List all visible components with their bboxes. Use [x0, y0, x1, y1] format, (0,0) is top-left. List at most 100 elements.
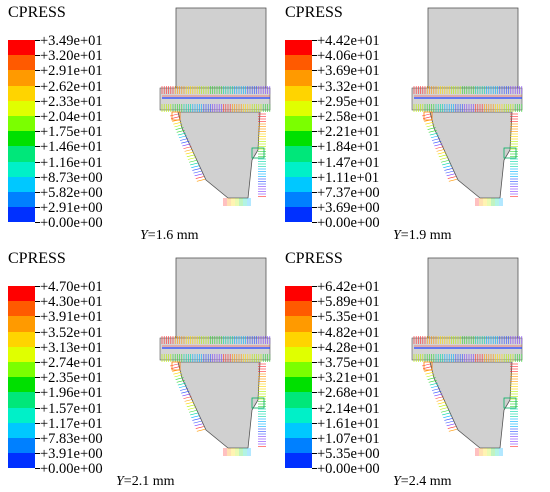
legend-tick [35, 301, 40, 303]
pressure-fringe [447, 176, 456, 179]
legend-tick [35, 192, 40, 193]
legend-tick [312, 161, 317, 163]
part-geometry [411, 7, 523, 206]
pressure-fringe [430, 385, 440, 389]
legend-swatch [285, 438, 312, 454]
pressure-fringe [425, 371, 434, 375]
legend-swatch [8, 331, 35, 347]
legend-label: +6.42e+01 [317, 279, 380, 295]
legend-swatch [8, 453, 35, 469]
legend-label: +1.96e+01 [40, 385, 103, 402]
pressure-fringe [443, 415, 452, 418]
legend-tick [312, 316, 317, 318]
legend-label: +4.70e+01 [40, 279, 103, 295]
legend-title: CPRESS [8, 4, 66, 21]
legend-label: +3.32e+01 [317, 78, 380, 95]
panel-2: CPRESS +4.42e+01 +4.06e+01 +3.69e+01 +3.32e… [277, 0, 550, 246]
legend-label: +4.06e+01 [317, 48, 380, 65]
legend-title: CPRESS [8, 250, 66, 267]
panel-3: CPRESS +4.70e+01 +4.30e+01 +3.91e+01 +3.52e… [0, 246, 275, 492]
pressure-fringe [435, 146, 444, 149]
legend-swatch [8, 377, 35, 393]
legend-swatch [8, 70, 35, 86]
legend-label: +7.83e+00 [40, 431, 103, 447]
pressure-fringe [174, 124, 183, 128]
lower-body [177, 361, 261, 449]
upper-block [427, 7, 519, 91]
pressure-fringe [434, 143, 443, 147]
legend-label: +4.30e+01 [40, 294, 103, 311]
legend-swatch [285, 362, 312, 378]
lower-body [429, 361, 513, 449]
caption-variable: Y [393, 474, 401, 489]
legend-label: +3.21e+01 [317, 370, 380, 387]
pressure-fringe [444, 418, 453, 421]
legend-label: +2.14e+01 [317, 400, 380, 417]
pressure-fringe [169, 363, 179, 367]
caption: Y=1.9 mm [393, 228, 451, 244]
legend-tick [312, 377, 317, 379]
pressure-fringe [188, 159, 198, 163]
contact-pad [251, 147, 265, 159]
legend-tick [35, 362, 40, 363]
legend-swatch [8, 346, 35, 362]
contact-pressure-plot [411, 257, 523, 456]
legend-tick [312, 392, 317, 394]
caption-value: =1.6 mm [147, 228, 199, 243]
pressure-fringe [182, 143, 191, 147]
upper-block [175, 257, 267, 341]
legend-tick [312, 346, 317, 348]
pressure-fringe [190, 162, 199, 166]
pressure-fringe [181, 140, 190, 144]
legend-swatch [285, 407, 312, 423]
legend-label: +5.89e+01 [317, 294, 380, 311]
pressure-fringe [446, 423, 455, 427]
legend-label: +3.91e+01 [40, 309, 103, 326]
pressure-fringe [195, 426, 204, 429]
pressure-fringe [433, 390, 442, 394]
pressure-fringe [445, 420, 454, 424]
legend-swatch [8, 55, 35, 71]
pressure-fringe [432, 138, 441, 141]
legend-label: +0.00e+00 [317, 461, 380, 478]
legend-swatch [285, 116, 312, 132]
legend-tick [35, 286, 40, 287]
legend-tick [35, 407, 40, 409]
legend-swatch [285, 422, 312, 438]
pressure-fringe [177, 382, 186, 386]
legend-label: +2.74e+01 [40, 355, 103, 371]
legend-swatch [8, 192, 35, 208]
contact-pad [171, 361, 181, 371]
legend-label: +7.37e+00 [317, 185, 380, 201]
legend-swatch [8, 100, 35, 116]
pressure-fringe [434, 393, 443, 397]
pressure-fringe [185, 151, 194, 155]
pressure-fringe [193, 420, 202, 424]
legend-label: +1.47e+01 [317, 154, 380, 171]
legend-swatch [8, 286, 35, 302]
legend-label: +1.16e+01 [40, 154, 103, 171]
legend-swatch [285, 301, 312, 317]
legend-tick [312, 453, 317, 455]
upper-block [175, 7, 267, 91]
pressure-fringe [429, 382, 438, 386]
legend-swatch [285, 55, 312, 71]
legend-swatch [8, 161, 35, 177]
legend-tick [312, 192, 317, 193]
legend-tick [35, 116, 40, 117]
lower-body [429, 111, 513, 199]
pressure-fringe [187, 157, 196, 160]
pressure-fringe [178, 385, 188, 389]
pressure-fringe [171, 116, 180, 120]
pressure-fringe [190, 412, 199, 416]
pressure-fringe [425, 121, 434, 125]
legend-swatch [285, 346, 312, 362]
legend-label: +3.13e+01 [40, 339, 103, 356]
legend-tick [312, 146, 317, 148]
part-geometry [159, 257, 271, 456]
legend-swatch [8, 40, 35, 56]
pressure-fringe [193, 170, 202, 174]
legend-swatch [285, 100, 312, 116]
pressure-fringe [196, 178, 205, 182]
pressure-fringe [423, 116, 432, 120]
